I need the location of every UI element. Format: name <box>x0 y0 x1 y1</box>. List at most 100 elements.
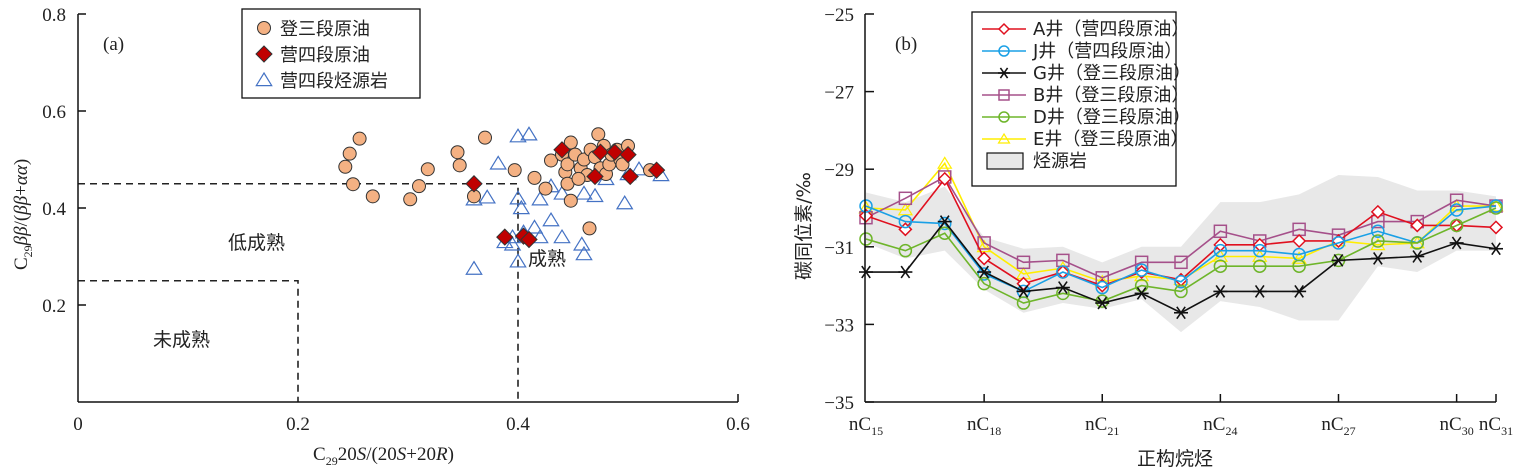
data-point <box>1410 250 1425 263</box>
data-point <box>1449 193 1464 207</box>
x-tick-label: nC18 <box>967 414 1001 438</box>
zone-label-immature: 未成熟 <box>153 329 210 351</box>
legend-label: A井（营四段原油） <box>1033 19 1189 40</box>
x-tick-label: 0.6 <box>726 414 750 435</box>
data-point <box>412 179 426 194</box>
data-point <box>859 232 873 246</box>
legend-label: G井（登三段原油） <box>1033 63 1191 84</box>
data-point <box>937 171 952 186</box>
source-rock-band-area <box>866 175 1496 333</box>
legend-marker-triangle <box>997 132 1011 144</box>
panel-b-x-axis-label: 正构烷烃 <box>1137 448 1213 470</box>
x-tick-label: nC15 <box>849 414 883 438</box>
y-tick-label: 0.2 <box>42 296 66 317</box>
data-point <box>525 219 544 234</box>
data-point <box>897 202 914 216</box>
series-path <box>865 205 1497 293</box>
data-point <box>538 181 553 196</box>
legend-label: J井（营四段原油） <box>1032 41 1182 62</box>
data-point <box>1253 243 1267 258</box>
data-point <box>1449 203 1464 217</box>
source-rock-band <box>866 175 1496 333</box>
data-point <box>1213 285 1228 298</box>
legend-marker-diamond <box>997 22 1011 36</box>
data-point <box>1449 218 1464 233</box>
data-point <box>1174 255 1188 270</box>
immature-boundary <box>78 279 299 402</box>
data-point <box>591 127 606 142</box>
data-point <box>621 167 639 186</box>
data-point <box>560 157 575 172</box>
low-mature-boundary <box>78 182 519 402</box>
panel-b-label: (b) <box>895 34 917 55</box>
data-point <box>1449 236 1464 250</box>
data-point <box>898 191 913 206</box>
data-point <box>509 190 527 205</box>
data-point <box>338 159 353 174</box>
data-point <box>1370 237 1386 251</box>
data-point <box>591 143 610 161</box>
data-point <box>1292 259 1306 273</box>
scatter-points <box>338 126 670 275</box>
data-point <box>977 276 991 291</box>
panel-a-scatter: 0 0.2 0.4 0.6 0.2 0.4 0.6 0.8 (a) 低成熟 未成熟 成熟 登三… <box>11 5 750 468</box>
data-point <box>512 199 531 215</box>
maturity-zone-boundaries <box>78 182 519 402</box>
data-point <box>496 228 514 246</box>
data-point <box>1213 243 1228 258</box>
data-point <box>858 208 874 223</box>
data-point <box>1371 224 1385 239</box>
data-point <box>1252 285 1267 298</box>
data-point <box>898 214 913 229</box>
data-point <box>606 143 624 161</box>
y-tick-label: 0.6 <box>42 102 66 123</box>
series-line <box>859 201 1503 310</box>
data-point <box>1410 218 1425 233</box>
data-point <box>346 177 360 192</box>
data-point <box>898 265 913 279</box>
y-tick-label: −35 <box>824 393 854 414</box>
data-point <box>630 161 648 176</box>
data-point <box>1174 306 1188 320</box>
data-point <box>452 158 467 173</box>
panel-b-legend: A井（营四段原油）J井（营四段原油）G井（登三段原油）B井（登三段原油）D井（登… <box>971 11 1191 187</box>
data-point <box>1291 251 1307 264</box>
data-point <box>1134 286 1149 300</box>
data-point <box>553 141 571 159</box>
isotope-series <box>858 156 1504 320</box>
data-point <box>542 211 560 227</box>
y-tick-label: 0.8 <box>42 5 66 26</box>
data-point <box>527 170 542 185</box>
x-tick-label: nC24 <box>1203 414 1237 438</box>
data-point <box>938 226 952 240</box>
x-tick-label: 0.4 <box>506 414 530 435</box>
data-point <box>1489 201 1503 215</box>
x-tick-label: 0 <box>73 414 83 435</box>
x-tick-label: nC31 <box>1479 414 1513 438</box>
legend-marker-diamond <box>255 45 273 63</box>
data-point <box>1488 220 1504 235</box>
data-point <box>575 245 593 261</box>
data-point <box>977 236 991 250</box>
data-point <box>575 185 593 200</box>
data-point <box>465 175 483 193</box>
y-tick-label: −27 <box>824 83 854 104</box>
series-line <box>859 199 1503 299</box>
legend-marker-triangle <box>255 71 273 87</box>
data-point <box>1410 236 1424 250</box>
y-tick-label: −33 <box>824 315 854 336</box>
data-point <box>1489 242 1503 256</box>
zone-label-low-mature: 低成熟 <box>228 232 285 254</box>
data-point <box>1016 296 1031 310</box>
legend-marker-circle <box>998 45 1010 57</box>
data-point <box>647 161 666 179</box>
series-line <box>859 215 1503 320</box>
data-point <box>1095 296 1110 310</box>
y-tick-label: −31 <box>824 238 854 259</box>
legend-marker-square <box>998 89 1010 101</box>
data-point <box>1056 265 1070 279</box>
legend-label: 烃源岩 <box>1033 151 1087 172</box>
data-point <box>342 146 357 161</box>
